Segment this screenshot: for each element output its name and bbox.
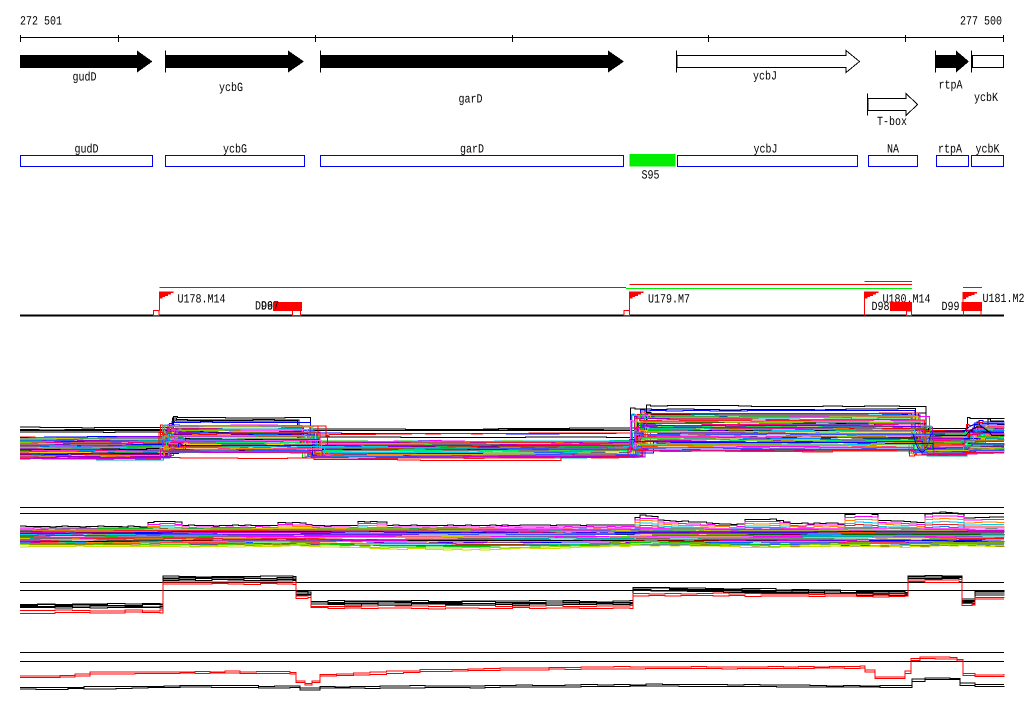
svg-text:gudD: gudD — [75, 143, 99, 157]
svg-text:272 501: 272 501 — [20, 15, 62, 29]
svg-text:U179.M7: U179.M7 — [648, 293, 690, 307]
svg-text:rtpA: rtpA — [938, 143, 962, 157]
svg-text:rtpA: rtpA — [939, 79, 963, 93]
svg-text:gudD: gudD — [73, 71, 97, 85]
svg-text:ycbK: ycbK — [976, 143, 1000, 157]
svg-text:D99: D99 — [942, 300, 960, 314]
svg-text:U181.M2: U181.M2 — [983, 292, 1024, 306]
svg-text:garD: garD — [459, 93, 483, 107]
svg-text:ycbJ: ycbJ — [753, 70, 777, 84]
svg-text:D97: D97 — [261, 300, 279, 314]
svg-text:ycbG: ycbG — [219, 81, 243, 95]
svg-text:U178.M14: U178.M14 — [178, 293, 226, 307]
svg-text:NA: NA — [887, 143, 899, 157]
svg-text:ycbJ: ycbJ — [754, 143, 778, 157]
svg-text:277 500: 277 500 — [960, 15, 1002, 29]
svg-text:ycbG: ycbG — [223, 143, 247, 157]
svg-text:D98: D98 — [872, 300, 890, 314]
svg-text:S95: S95 — [642, 169, 660, 183]
svg-text:ycbK: ycbK — [974, 91, 998, 105]
svg-text:garD: garD — [460, 143, 484, 157]
svg-text:T-box: T-box — [877, 115, 907, 129]
